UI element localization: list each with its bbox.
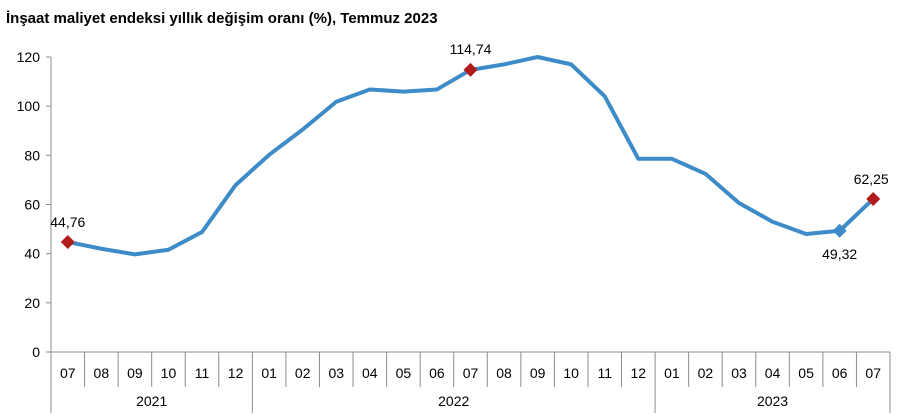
series-line xyxy=(65,55,876,257)
x-tick-label: 10 xyxy=(161,365,177,381)
series-lines xyxy=(65,55,876,257)
x-tick-label: 03 xyxy=(731,365,747,381)
data-point-marker xyxy=(60,234,75,249)
year-group-labels: 2021 2022 2023 xyxy=(136,393,788,409)
x-tick-label: 09 xyxy=(530,365,546,381)
chart-title: İnşaat maliyet endeksi yıllık değişim or… xyxy=(6,10,438,27)
y-tick-label: 100 xyxy=(17,98,41,114)
y-tick-label: 20 xyxy=(24,295,40,311)
x-tick-label: 08 xyxy=(496,365,512,381)
x-tick-label: 07 xyxy=(463,365,479,381)
x-tick-label: 04 xyxy=(362,365,378,381)
x-tick-label: 06 xyxy=(832,365,848,381)
y-tick-label: 120 xyxy=(17,49,41,65)
x-tick-label: 07 xyxy=(865,365,881,381)
data-labels: 44,76 114,74 49,32 62,25 xyxy=(50,41,889,262)
y-tick-label: 80 xyxy=(24,147,40,163)
x-tick-label: 11 xyxy=(195,365,210,381)
data-point-marker xyxy=(866,191,881,206)
x-tick-label: 05 xyxy=(798,365,814,381)
x-tick-label: 11 xyxy=(597,365,612,381)
x-tick-labels: 07 08 09 10 11 12 01 02 03 04 05 06 07 08 09 10 11 12 01 02… xyxy=(60,365,881,381)
y-tick-label: 60 xyxy=(24,197,40,213)
data-label: 44,76 xyxy=(50,214,85,230)
x-tick-label: 01 xyxy=(664,365,680,381)
y-tick-label: 0 xyxy=(32,344,40,360)
x-tick-label: 04 xyxy=(765,365,781,381)
data-points xyxy=(60,62,881,249)
data-point-marker xyxy=(832,223,847,238)
x-tick-label: 12 xyxy=(631,365,647,381)
y-tick-label: 40 xyxy=(24,246,40,262)
year-label: 2022 xyxy=(438,393,469,409)
x-tick-label: 09 xyxy=(127,365,143,381)
x-tick-label: 03 xyxy=(328,365,344,381)
data-label: 62,25 xyxy=(854,171,889,187)
x-tick-label: 02 xyxy=(295,365,311,381)
data-point-marker xyxy=(463,62,478,77)
axes xyxy=(46,56,891,413)
x-tick-label: 05 xyxy=(396,365,412,381)
x-tick-label: 06 xyxy=(429,365,445,381)
x-tick-label: 08 xyxy=(94,365,110,381)
x-tick-label: 10 xyxy=(563,365,579,381)
year-label: 2023 xyxy=(757,393,788,409)
data-label: 114,74 xyxy=(450,41,492,57)
year-label: 2021 xyxy=(136,393,167,409)
x-tick-label: 12 xyxy=(228,365,244,381)
x-tick-label: 07 xyxy=(60,365,76,381)
x-tick-label: 02 xyxy=(698,365,714,381)
y-tick-labels: 0 20 40 60 80 100 120 xyxy=(17,49,41,360)
x-tick-label: 01 xyxy=(261,365,277,381)
data-label: 49,32 xyxy=(822,246,857,262)
